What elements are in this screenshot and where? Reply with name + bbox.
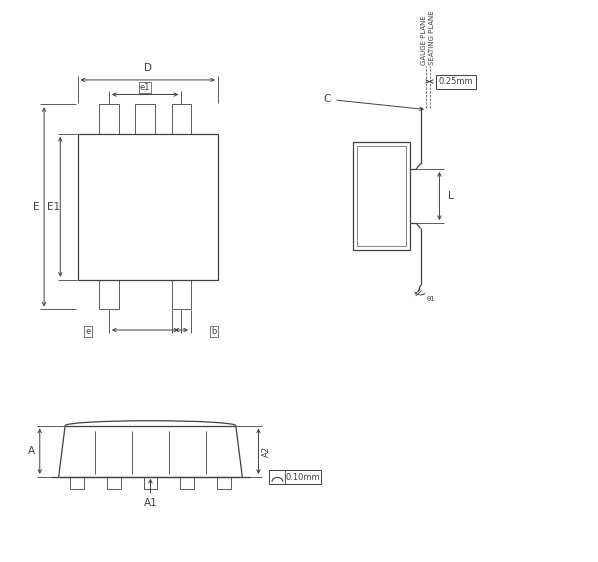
- Text: b: b: [211, 327, 216, 336]
- Bar: [269, 470, 321, 484]
- Text: E: E: [33, 202, 40, 212]
- Text: D: D: [144, 64, 152, 74]
- Text: θ1: θ1: [427, 296, 436, 302]
- Text: A: A: [28, 446, 35, 456]
- Text: SEATING PLANE: SEATING PLANE: [429, 10, 435, 65]
- Text: A1: A1: [144, 498, 157, 508]
- Bar: [99, 104, 118, 134]
- Text: C: C: [324, 94, 331, 104]
- Bar: [181, 477, 194, 489]
- Text: L: L: [447, 191, 453, 201]
- Bar: [172, 104, 191, 134]
- Bar: [353, 142, 410, 250]
- Bar: [217, 477, 231, 489]
- Bar: [78, 134, 218, 280]
- Bar: [357, 146, 406, 246]
- Bar: [99, 280, 118, 310]
- Text: 0.10mm: 0.10mm: [285, 473, 320, 482]
- Text: GAUGE PLANE: GAUGE PLANE: [422, 15, 428, 65]
- Text: e1: e1: [140, 83, 150, 92]
- Bar: [172, 280, 191, 310]
- Bar: [107, 477, 121, 489]
- Text: A2: A2: [262, 446, 271, 457]
- Text: 0.25mm: 0.25mm: [438, 77, 473, 86]
- Text: e: e: [86, 327, 91, 336]
- Bar: [135, 104, 155, 134]
- Text: E1: E1: [47, 202, 60, 212]
- Bar: [144, 477, 157, 489]
- Bar: [71, 477, 84, 489]
- Bar: [435, 75, 476, 89]
